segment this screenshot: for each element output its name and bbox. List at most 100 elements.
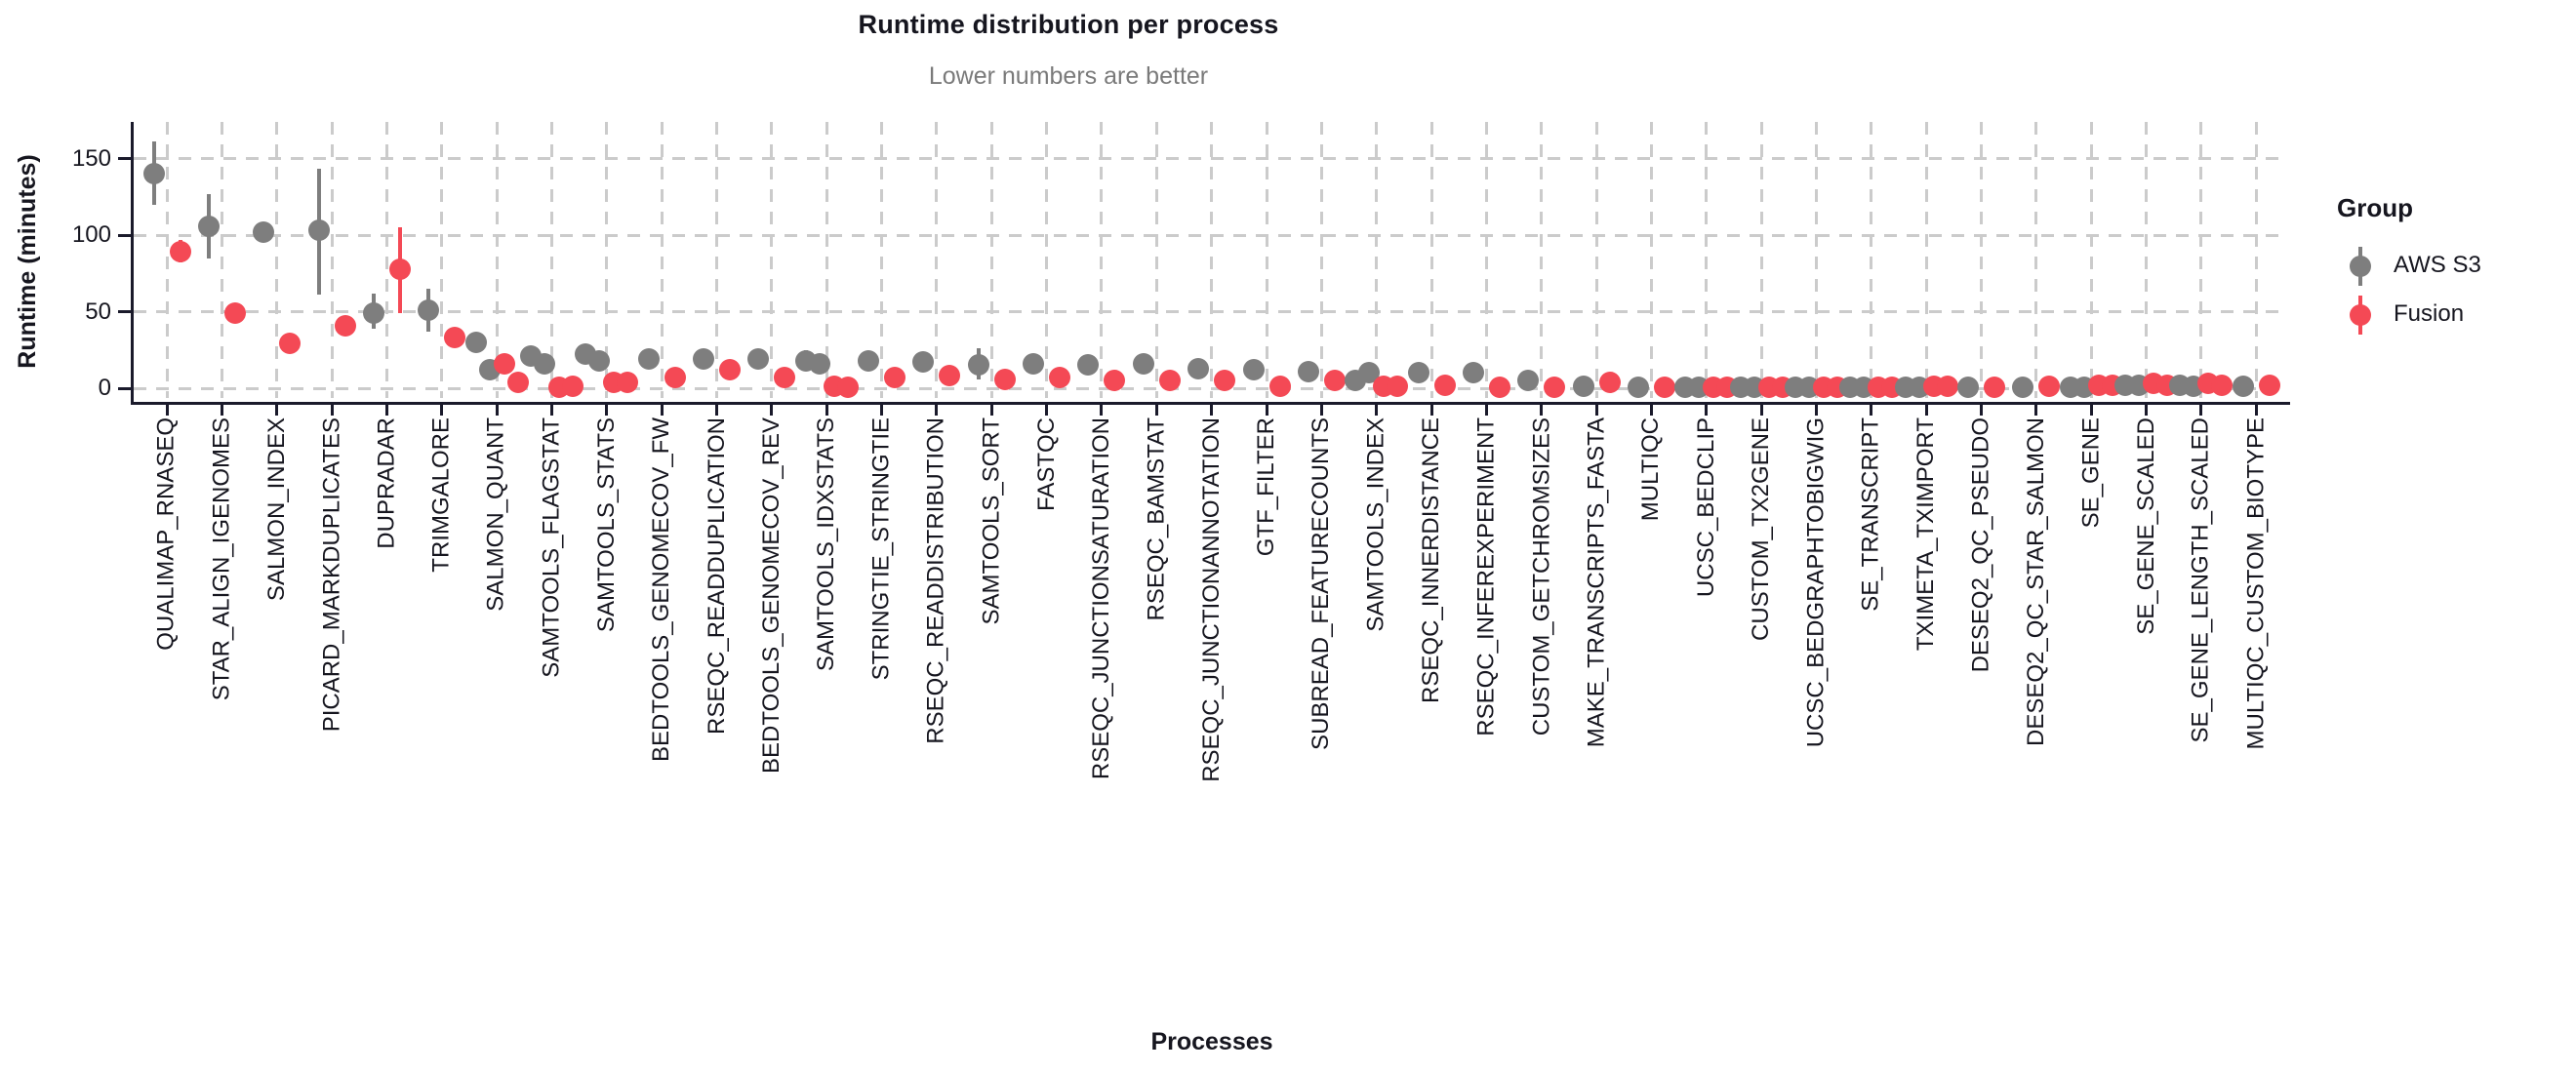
x-tick xyxy=(1429,405,1433,416)
gridline-vertical xyxy=(1319,122,1323,398)
gridline-vertical xyxy=(770,122,774,398)
x-tick xyxy=(549,405,553,416)
gridline-vertical xyxy=(549,122,553,398)
x-category-label: DESEQ2_QC_STAR_SALMON xyxy=(2022,417,2049,746)
x-tick xyxy=(935,405,939,416)
data-point xyxy=(1627,377,1649,399)
x-tick xyxy=(1045,405,1049,416)
data-point xyxy=(1132,352,1154,375)
data-point xyxy=(1187,357,1210,379)
chart-subtitle: Lower numbers are better xyxy=(928,62,1209,90)
x-category-label: SAMTOOLS_STATS xyxy=(592,417,620,633)
data-point xyxy=(1077,354,1100,377)
x-category-label: RSEQC_READDISTRIBUTION xyxy=(922,417,949,744)
x-category-label: SE_GENE_SCALED xyxy=(2132,417,2159,635)
gridline-vertical xyxy=(2089,122,2093,398)
x-tick xyxy=(1210,405,1214,416)
x-category-label: CUSTOM_TX2GENE xyxy=(1748,417,1775,641)
data-point xyxy=(1268,376,1291,398)
data-point xyxy=(1936,376,1958,398)
x-category-label: CUSTOM_GETCHROMSIZES xyxy=(1527,417,1554,736)
x-category-label: MULTIQC_CUSTOM_BIOTYPE xyxy=(2242,417,2270,750)
gridline-horizontal xyxy=(134,310,2288,313)
data-point xyxy=(2012,377,2034,399)
x-tick xyxy=(1265,405,1268,416)
data-point xyxy=(307,219,330,242)
y-tick xyxy=(118,233,131,237)
x-tick xyxy=(1924,405,1928,416)
x-tick xyxy=(2034,405,2038,416)
data-point xyxy=(774,367,796,388)
data-point xyxy=(1572,376,1594,398)
gridline-vertical xyxy=(1265,122,1268,398)
data-point xyxy=(506,371,529,393)
x-tick xyxy=(440,405,444,416)
gridline-vertical xyxy=(1649,122,1653,398)
data-point xyxy=(223,302,246,325)
x-tick xyxy=(1484,405,1488,416)
y-tick-label: 150 xyxy=(71,144,111,172)
x-category-label: UCSC_BEDCLIP xyxy=(1692,417,1719,598)
data-point xyxy=(808,352,830,375)
x-category-label: MAKE_TRANSCRIPTS_FASTA xyxy=(1583,417,1610,748)
data-point xyxy=(1158,370,1181,392)
gridline-vertical xyxy=(1540,122,1544,398)
x-axis-title: Processes xyxy=(1150,1028,1273,1055)
data-point xyxy=(253,220,275,243)
data-point xyxy=(1358,362,1381,384)
x-category-label: TRIMGALORE xyxy=(427,417,455,573)
x-category-label: QUALIMAP_RNASEQ xyxy=(153,417,180,651)
data-point xyxy=(1104,370,1126,392)
x-tick xyxy=(825,405,828,416)
data-point xyxy=(637,348,660,371)
x-tick xyxy=(1375,405,1379,416)
pointrange-glyph-icon xyxy=(2339,245,2382,288)
data-point xyxy=(197,215,220,237)
data-point xyxy=(858,349,880,372)
data-point xyxy=(1023,352,1045,375)
x-category-label: RSEQC_INFEREXPERIMENT xyxy=(1472,417,1500,736)
x-tick xyxy=(1100,405,1104,416)
gridline-vertical xyxy=(605,122,609,398)
gridline-vertical xyxy=(1154,122,1158,398)
x-category-label: SE_TRANSCRIPT xyxy=(1857,417,1884,612)
x-tick xyxy=(165,405,169,416)
x-tick xyxy=(330,405,334,416)
data-point xyxy=(836,377,859,399)
x-category-label: RSEQC_READDUPLICATION xyxy=(703,417,730,735)
x-category-label: PICARD_MARKDUPLICATES xyxy=(318,417,345,733)
gridline-vertical xyxy=(1484,122,1488,398)
x-tick xyxy=(770,405,774,416)
gridline-vertical xyxy=(2254,122,2258,398)
data-point xyxy=(1433,374,1456,396)
gridline-vertical xyxy=(825,122,828,398)
data-point xyxy=(142,163,165,185)
x-tick xyxy=(2254,405,2258,416)
gridline-vertical xyxy=(1705,122,1709,398)
x-tick xyxy=(660,405,664,416)
x-category-label: RSEQC_BAMSTAT xyxy=(1143,417,1170,621)
data-point xyxy=(1653,377,1675,399)
data-point xyxy=(2258,374,2280,396)
pointrange-glyph-icon xyxy=(2339,294,2382,337)
x-tick xyxy=(1540,405,1544,416)
gridline-vertical xyxy=(1594,122,1598,398)
x-category-label: TXIMETA_TXIMPORT xyxy=(1912,417,1940,652)
x-tick xyxy=(1649,405,1653,416)
x-category-label: UCSC_BEDGRAPHTOBIGWIG xyxy=(1802,417,1830,748)
gridline-horizontal xyxy=(134,233,2288,237)
data-point xyxy=(1957,377,1980,399)
data-point xyxy=(747,348,770,371)
gridline-vertical xyxy=(1980,122,1984,398)
x-category-label: GTF_FILTER xyxy=(1253,417,1279,557)
data-point xyxy=(1544,377,1566,399)
legend-label: Fusion xyxy=(2394,300,2465,327)
data-point xyxy=(588,349,611,372)
data-point xyxy=(2211,374,2234,396)
x-category-label: STRINGTIE_STRINGTIE xyxy=(867,417,895,681)
x-category-label: RSEQC_INNERDISTANCE xyxy=(1418,417,1445,703)
x-tick xyxy=(1870,405,1873,416)
gridline-vertical xyxy=(1045,122,1049,398)
gridline-vertical xyxy=(880,122,884,398)
